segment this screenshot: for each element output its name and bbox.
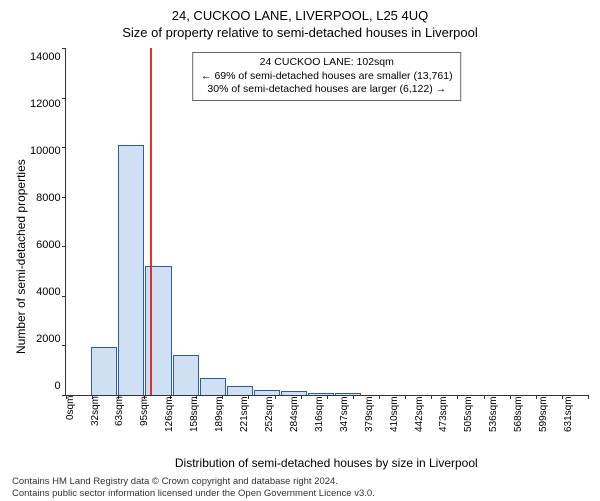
y-tick: 2000 (36, 334, 60, 345)
main-title: 24, CUCKOO LANE, LIVERPOOL, L25 4UQ (12, 8, 588, 23)
y-tick: 6000 (36, 240, 60, 251)
x-tick: 63sqm (114, 396, 139, 454)
histogram-bar (91, 347, 117, 395)
histogram-bar (173, 355, 199, 395)
y-tick: 4000 (36, 287, 60, 298)
subtitle: Size of property relative to semi-detach… (12, 25, 588, 40)
x-tick: 410sqm (389, 396, 414, 454)
x-tick: 568sqm (513, 396, 538, 454)
annotation-line3: 30% of semi-detached houses are larger (… (201, 83, 453, 97)
histogram-bar (118, 145, 144, 395)
x-tick: 126sqm (164, 396, 189, 454)
y-tick: 0 (54, 381, 60, 392)
histogram-bar (308, 393, 334, 395)
histogram-bar (254, 390, 280, 395)
y-tick: 14000 (30, 52, 61, 63)
x-tick: 158sqm (189, 396, 214, 454)
property-marker-line (150, 48, 152, 395)
x-tick: 347sqm (339, 396, 364, 454)
y-tick: 8000 (36, 193, 60, 204)
annotation-box: 24 CUCKOO LANE: 102sqm ← 69% of semi-det… (192, 52, 462, 101)
x-tick: 631sqm (563, 396, 588, 454)
x-tick: 252sqm (264, 396, 289, 454)
x-tick: 284sqm (289, 396, 314, 454)
x-tick: 505sqm (463, 396, 488, 454)
x-tick: 379sqm (364, 396, 389, 454)
annotation-line2: ← 69% of semi-detached houses are smalle… (201, 70, 453, 84)
chart-area: Number of semi-detached properties 14000… (12, 44, 588, 470)
y-tick: 12000 (30, 99, 61, 110)
x-axis-label: Distribution of semi-detached houses by … (65, 456, 588, 470)
x-tick: 316sqm (314, 396, 339, 454)
y-tick: 10000 (30, 146, 61, 157)
title-block: 24, CUCKOO LANE, LIVERPOOL, L25 4UQ Size… (12, 8, 588, 40)
histogram-bar (227, 386, 253, 395)
annotation-line1: 24 CUCKOO LANE: 102sqm (201, 56, 453, 70)
x-tick: 536sqm (488, 396, 513, 454)
x-tick: 599sqm (538, 396, 563, 454)
histogram-bar (200, 378, 226, 395)
footer-line1: Contains HM Land Registry data © Crown c… (12, 476, 588, 488)
histogram-bar (281, 391, 307, 395)
x-tick: 95sqm (139, 396, 164, 454)
y-axis: 14000 12000 10000 8000 6000 4000 2000 0 (30, 52, 65, 392)
x-tick: 221sqm (239, 396, 264, 454)
footer-line2: Contains public sector information licen… (12, 488, 588, 500)
x-tick: 473sqm (438, 396, 463, 454)
x-tick: 0sqm (65, 396, 90, 454)
y-axis-label: Number of semi-detached properties (12, 44, 30, 470)
x-tick: 32sqm (90, 396, 115, 454)
footer: Contains HM Land Registry data © Crown c… (12, 476, 588, 501)
x-axis: 0sqm32sqm63sqm95sqm126sqm158sqm189sqm221… (65, 396, 588, 454)
histogram-bar (335, 393, 361, 395)
plot-area: 24 CUCKOO LANE: 102sqm ← 69% of semi-det… (65, 48, 588, 396)
x-tick: 442sqm (414, 396, 439, 454)
x-tick: 189sqm (214, 396, 239, 454)
